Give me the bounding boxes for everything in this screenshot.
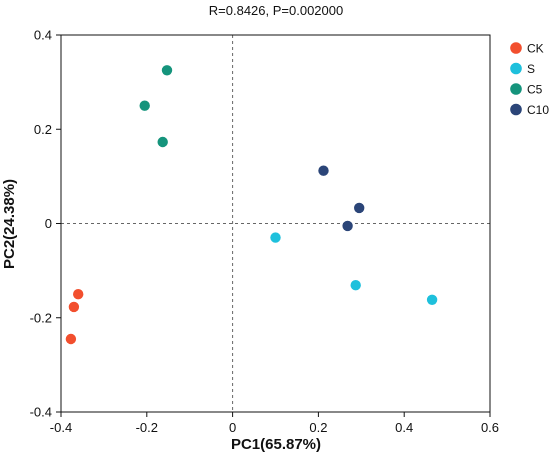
point-c5 <box>157 136 168 148</box>
y-tick-label: 0.4 <box>34 28 52 43</box>
point-c10 <box>318 165 329 176</box>
point-s <box>350 280 361 291</box>
point-ck <box>73 289 84 300</box>
legend-label-c5: C5 <box>527 83 543 97</box>
point-s <box>426 294 438 305</box>
x-tick-label: -0.4 <box>50 420 72 435</box>
y-axis-label: PC2(24.38%) <box>1 179 18 269</box>
point-ck <box>68 301 80 313</box>
plot-frame <box>60 34 491 413</box>
y-tick-label: 0 <box>45 216 52 231</box>
point-c10 <box>354 202 365 214</box>
y-axis: -0.4 -0.2 0 0.2 0.4 <box>30 28 61 420</box>
y-tick-label: 0.2 <box>34 122 52 137</box>
legend-label-s: S <box>527 62 535 76</box>
x-axis: -0.4 -0.2 0 0.2 0.4 0.6 <box>50 412 499 435</box>
point-c5 <box>139 100 150 111</box>
x-tick-label: 0.4 <box>395 420 413 435</box>
legend-marker-ck <box>510 42 522 54</box>
x-tick-label: 0 <box>229 420 236 435</box>
legend-marker-c5 <box>510 83 522 95</box>
x-tick-label: 0.6 <box>481 420 499 435</box>
legend-marker-s <box>510 62 522 75</box>
point-c10 <box>342 220 353 232</box>
x-tick-label: 0.2 <box>309 420 327 435</box>
legend-label-c10: C10 <box>527 103 549 117</box>
x-tick-label: -0.2 <box>136 420 158 435</box>
reference-lines <box>61 35 490 412</box>
point-s <box>270 232 281 243</box>
point-ck <box>65 333 77 345</box>
x-axis-label: PC1(65.87%) <box>231 436 321 453</box>
legend-label-ck: CK <box>527 42 544 56</box>
legend: CK S C5 C10 <box>510 42 549 117</box>
data-points <box>65 65 438 345</box>
y-tick-label: -0.2 <box>30 310 52 325</box>
point-c5 <box>161 65 173 76</box>
y-tick-label: -0.4 <box>30 405 52 420</box>
chart-title: R=0.8426, P=0.002000 <box>209 3 343 18</box>
legend-marker-c10 <box>510 103 522 116</box>
